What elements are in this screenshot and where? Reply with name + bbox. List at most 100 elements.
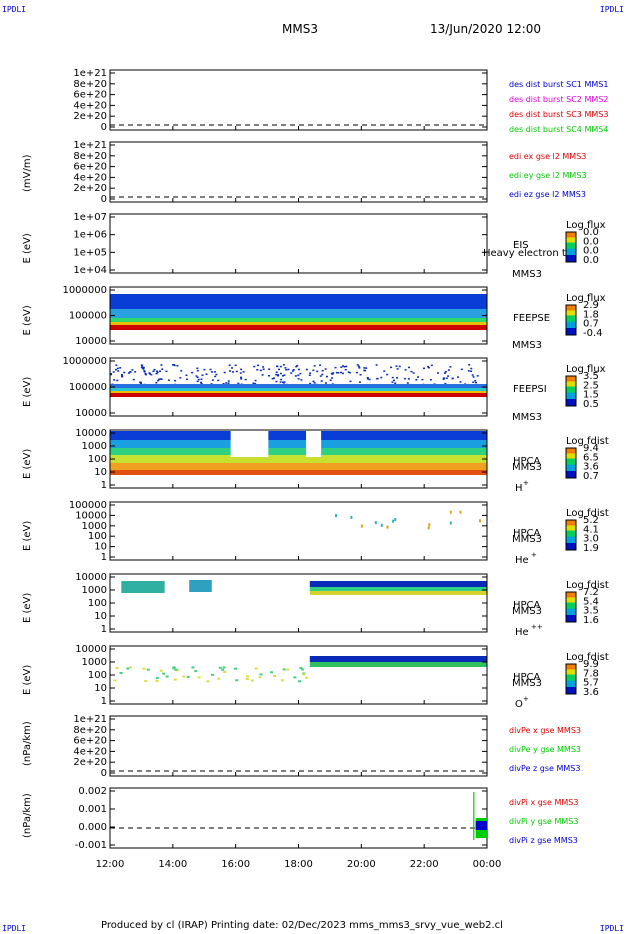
feepsi-speckle [282, 364, 285, 366]
y-tick-label: 4e+20 [73, 746, 107, 757]
feepsi-speckle [230, 367, 233, 369]
colorbar-frame [565, 663, 577, 695]
hpca-he2-early-patch [121, 581, 165, 593]
hpca-he-speckle [428, 523, 431, 527]
colorbar-tick-label: 4.1 [583, 524, 599, 535]
feepsi-speckle [211, 379, 214, 381]
colorbar-swatch [566, 325, 576, 327]
y-axis-label: E (eV) [22, 305, 33, 335]
panel-instrument-label: FEEPSI [513, 384, 547, 395]
legend-entry: des dist burst SC3 MMS3 [509, 110, 608, 119]
feepsi-speckle [300, 379, 303, 381]
colorbar-tick-label: 1.5 [583, 390, 599, 401]
feepsi-speckle [285, 369, 288, 371]
feepsi-speckle [332, 372, 335, 374]
feepsi-speckle [470, 367, 473, 370]
feepsi-speckle [275, 380, 278, 383]
feepsi-speckle [275, 371, 278, 374]
colorbar-swatch [566, 595, 576, 598]
colorbar-swatch [566, 687, 576, 690]
colorbar-swatch [566, 453, 576, 455]
feepsi-speckle [113, 379, 116, 381]
feepsi-speckle [341, 372, 344, 375]
colorbar-swatch [566, 328, 576, 331]
y-tick-label: 0.000 [78, 822, 107, 833]
feepsi-yellow-band [110, 391, 487, 393]
ion-species-label: H [515, 483, 523, 494]
hpca-he-speckle [449, 521, 452, 525]
hpca-he-speckle [392, 519, 395, 523]
colorbar-swatch [566, 255, 576, 258]
hpca-o-speckle [159, 669, 163, 672]
colorbar-swatch [566, 387, 576, 389]
hpca-o-speckle [223, 670, 227, 673]
panel-instrument-label: HPCA [513, 528, 541, 539]
feepsi-speckle [417, 376, 420, 378]
colorbar-swatch [566, 459, 576, 461]
hpca-o-speckle [298, 680, 302, 683]
feepsi-speckle [429, 379, 432, 381]
panel-frame [109, 69, 488, 131]
feepsi-speckle [334, 366, 337, 369]
y-tick-label: 1000000 [62, 356, 107, 367]
colorbar-tick-label: 3.6 [583, 462, 599, 473]
feepsi-speckle [279, 365, 282, 368]
colorbar-title: Log fdist [566, 652, 609, 663]
hpca-h-gap [306, 431, 322, 457]
colorbar-swatch [566, 672, 576, 675]
colorbar-tick-label: 6.5 [583, 452, 599, 463]
y-tick-label: 100 [88, 670, 107, 681]
feepsi-speckle [287, 368, 290, 371]
colorbar-swatch [566, 610, 576, 613]
colorbar-tick-label: 0.5 [583, 399, 599, 410]
y-axis-label: E (eV) [22, 233, 33, 263]
colorbar-swatch [566, 257, 576, 259]
colorbar-tick-label: 0.7 [583, 471, 599, 482]
hpca-o-speckle [218, 666, 222, 669]
colorbar-swatch [566, 540, 576, 542]
colorbar-swatch [566, 685, 576, 687]
colorbar-swatch [566, 242, 576, 244]
feepsi-speckle [232, 371, 235, 373]
y-tick-label: 1e+04 [73, 265, 107, 276]
feepsi-speckle [442, 378, 445, 380]
colorbar-swatch [566, 541, 576, 543]
feepsi-speckle [140, 382, 143, 385]
colorbar-swatch [566, 470, 576, 473]
feepsi-speckle [392, 379, 395, 382]
legend-entry: divPe z gse MMS3 [509, 764, 580, 773]
y-tick-label: 4e+20 [73, 172, 107, 183]
colorbar-swatch [566, 521, 576, 523]
feepsi-speckle [408, 366, 411, 369]
colorbar-swatch [566, 383, 576, 386]
feepsi-speckle [386, 373, 389, 376]
colorbar-swatch [566, 475, 576, 478]
feepsi-speckle [292, 369, 295, 371]
y-tick-label: 10000 [75, 428, 107, 439]
colorbar-swatch [566, 670, 576, 672]
feepsi-speckle [447, 369, 450, 371]
feepse-spectrogram-mid-band [110, 309, 487, 319]
colorbar-swatch [566, 234, 576, 237]
feepsi-speckle [324, 368, 327, 370]
colorbar-swatch [566, 469, 576, 471]
colorbar-swatch [566, 378, 576, 381]
colorbar-swatch [566, 468, 576, 470]
y-tick-label: 4e+20 [73, 100, 107, 111]
feepsi-speckle [312, 380, 315, 383]
y-tick-label: 8e+20 [73, 725, 107, 736]
feepsi-speckle [460, 368, 463, 371]
colorbar-swatch [566, 454, 576, 456]
hpca-o-speckle [299, 666, 303, 669]
y-axis-label: E (eV) [22, 377, 33, 407]
colorbar-swatch [566, 675, 576, 677]
feepsi-speckle [347, 371, 350, 373]
hpca-o-speckle [301, 668, 305, 671]
feepsi-speckle [309, 372, 312, 374]
feepsi-speckle [227, 382, 230, 384]
colorbar-swatch [566, 677, 576, 680]
colorbar-tick-label: 0.0 [583, 227, 599, 238]
feepsi-speckle [144, 373, 147, 376]
y-tick-label: 1000 [82, 657, 107, 668]
